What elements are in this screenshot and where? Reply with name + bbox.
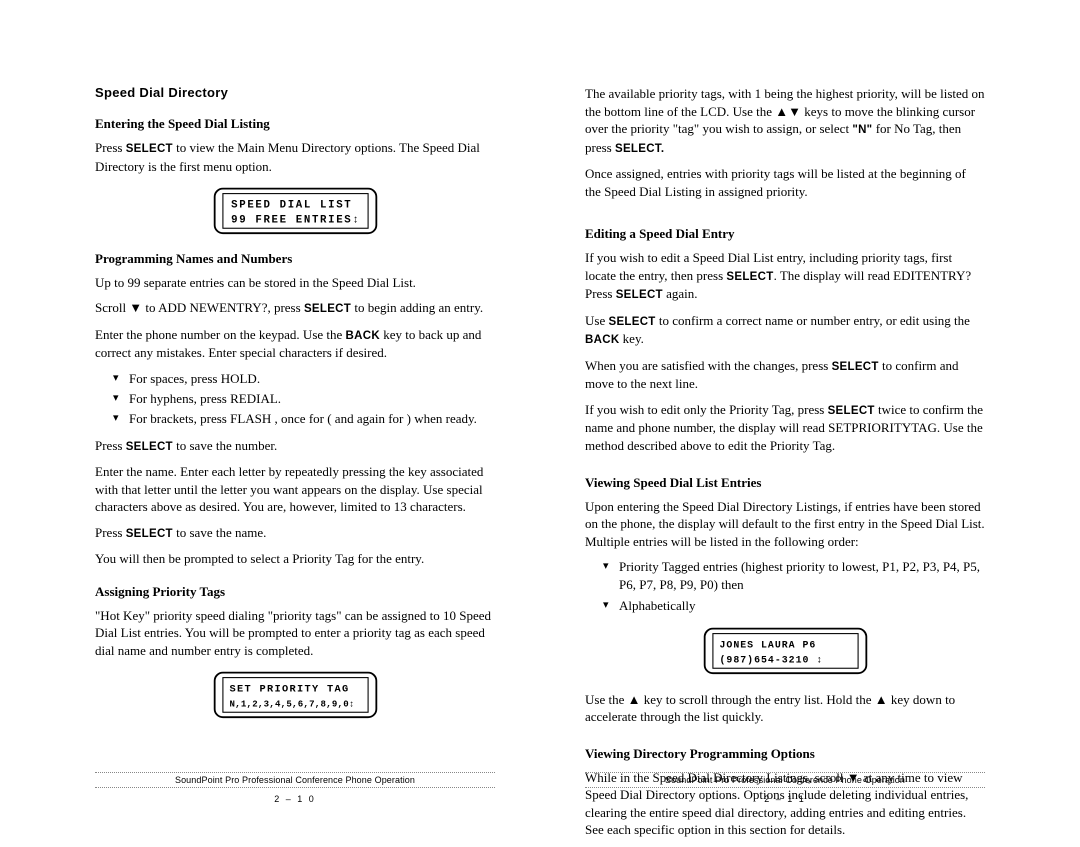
label-select: SELECT: [832, 361, 879, 373]
para: Enter the name. Enter each letter by rep…: [95, 463, 495, 516]
lcd-line1: SET PRIORITY TAG: [229, 684, 349, 696]
divider: [95, 772, 495, 773]
para: Scroll ▼ to ADD NEWENTRY?, press SELECT …: [95, 299, 495, 318]
label-back: BACK: [346, 330, 380, 342]
para: Enter the phone number on the keypad. Us…: [95, 326, 495, 362]
list-item: Priority Tagged entries (highest priorit…: [603, 558, 985, 594]
text: If you wish to edit only the Priority Ta…: [585, 402, 828, 417]
text: Enter the phone number on the keypad. Us…: [95, 327, 346, 342]
para: Once assigned, entries with priority tag…: [585, 165, 985, 200]
lcd-speed-dial-list: SPEED DIAL LIST 99 FREE ENTRIES↕: [213, 187, 378, 235]
list-item: Alphabetically: [603, 597, 985, 615]
heading-viewing-options: Viewing Directory Programming Options: [585, 746, 985, 762]
para: When you are satisfied with the changes,…: [585, 357, 985, 393]
text: For brackets, press: [129, 411, 230, 426]
label-select: SELECT: [616, 289, 663, 301]
para: If you wish to edit a Speed Dial List en…: [585, 249, 985, 304]
footer-row: SoundPoint Pro Professional Conference P…: [0, 772, 1080, 804]
label-select: SELECT.: [615, 143, 664, 155]
para: Upon entering the Speed Dial Directory L…: [585, 498, 985, 551]
label-back: BACK: [585, 334, 619, 346]
para: Press SELECT to save the number.: [95, 437, 495, 456]
para: Use the ▲ key to scroll through the entr…: [585, 691, 985, 726]
label-select: SELECT: [126, 528, 173, 540]
footer-right: SoundPoint Pro Professional Conference P…: [585, 772, 985, 804]
text: to begin adding an entry.: [351, 300, 483, 315]
list-item: For hyphens, press REDIAL.: [113, 390, 495, 408]
divider: [585, 772, 985, 773]
list-item: For spaces, press HOLD.: [113, 370, 495, 388]
heading-editing: Editing a Speed Dial Entry: [585, 226, 985, 242]
page-number-left: 2 – 1 0: [95, 794, 495, 804]
label-select: SELECT: [126, 143, 173, 155]
footer-left: SoundPoint Pro Professional Conference P…: [95, 772, 495, 804]
text: For hyphens, press: [129, 391, 230, 406]
text: Use: [585, 313, 608, 328]
para: "Hot Key" priority speed dialing "priori…: [95, 607, 495, 660]
section-title: Speed Dial Directory: [95, 85, 495, 100]
label-select: SELECT: [608, 316, 655, 328]
page-number-right: 2 – 1 1: [585, 794, 985, 804]
para: Up to 99 separate entries can be stored …: [95, 274, 495, 292]
bullet-list: Priority Tagged entries (highest priorit…: [603, 558, 985, 615]
label-select: SELECT: [726, 271, 773, 283]
lcd-jones-laura: JONES LAURA P6 (987)654-3210 ↕: [703, 627, 868, 675]
label-hold: HOLD.: [221, 371, 260, 386]
text: Press: [95, 438, 126, 453]
label-redial: REDIAL.: [230, 391, 281, 406]
text: key.: [619, 331, 643, 346]
lcd-line2: 99 FREE ENTRIES↕: [231, 215, 360, 227]
para: Press SELECT to view the Main Menu Direc…: [95, 139, 495, 175]
text: to save the number.: [173, 438, 277, 453]
two-page-spread: Speed Dial Directory Entering the Speed …: [0, 85, 1080, 847]
label-select: SELECT: [126, 441, 173, 453]
text: Press: [95, 525, 126, 540]
para: Use SELECT to confirm a correct name or …: [585, 312, 985, 349]
footer-text: SoundPoint Pro Professional Conference P…: [95, 775, 495, 785]
text: When you are satisfied with the changes,…: [585, 358, 832, 373]
text: to save the name.: [173, 525, 267, 540]
label-n: "N": [852, 124, 872, 136]
text: , once for ( and again for ) when ready.: [271, 411, 477, 426]
text: again.: [663, 286, 698, 301]
heading-assigning: Assigning Priority Tags: [95, 584, 495, 600]
list-item: For brackets, press FLASH , once for ( a…: [113, 410, 495, 428]
para: The available priority tags, with 1 bein…: [585, 85, 985, 157]
label-select: SELECT: [828, 405, 875, 417]
lcd-line1: SPEED DIAL LIST: [231, 200, 352, 212]
para: If you wish to edit only the Priority Ta…: [585, 401, 985, 455]
right-page: The available priority tags, with 1 bein…: [585, 85, 985, 847]
divider: [95, 787, 495, 788]
text: Press: [95, 140, 126, 155]
text: Scroll ▼ to ADD NEWENTRY?, press: [95, 300, 304, 315]
left-page: Speed Dial Directory Entering the Speed …: [95, 85, 495, 847]
para: Press SELECT to save the name.: [95, 524, 495, 543]
lcd-line1: JONES LAURA P6: [719, 639, 816, 650]
heading-viewing-list: Viewing Speed Dial List Entries: [585, 475, 985, 491]
bullet-list: For spaces, press HOLD. For hyphens, pre…: [113, 370, 495, 429]
para: You will then be prompted to select a Pr…: [95, 550, 495, 568]
label-select: SELECT: [304, 303, 351, 315]
divider: [585, 787, 985, 788]
footer-text: SoundPoint Pro Professional Conference P…: [585, 775, 985, 785]
lcd-line2: (987)654-3210 ↕: [719, 654, 823, 665]
heading-programming: Programming Names and Numbers: [95, 251, 495, 267]
text: to confirm a correct name or number entr…: [656, 313, 970, 328]
heading-entering: Entering the Speed Dial Listing: [95, 116, 495, 132]
label-flash: FLASH: [230, 411, 271, 426]
text: For spaces, press: [129, 371, 221, 386]
lcd-set-priority-tag: SET PRIORITY TAG N,1,2,3,4,5,6,7,8,9,0↕: [213, 671, 378, 719]
lcd-line2: N,1,2,3,4,5,6,7,8,9,0↕: [229, 699, 354, 710]
